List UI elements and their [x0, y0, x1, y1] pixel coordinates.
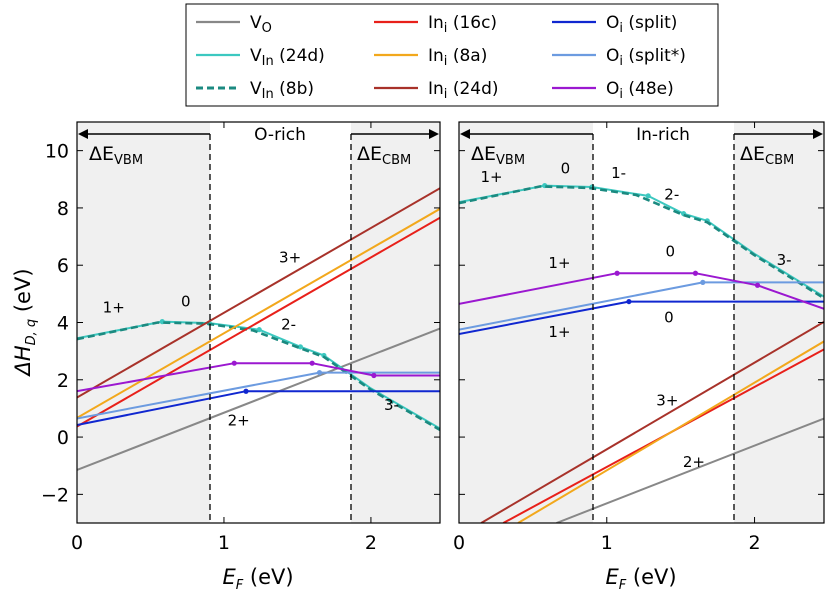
- vbm-label-right: ΔEVBM: [471, 143, 525, 168]
- panel-title-left: O-rich: [254, 125, 306, 145]
- charge-state-label-right: 2-: [664, 185, 679, 203]
- transition-marker-o-i-split-right: [700, 279, 706, 285]
- transition-marker-o-i-split-right: [626, 298, 632, 305]
- legend-entry-in-i-8a: Ini (8a): [374, 46, 487, 69]
- series-in-i-8a-left: [77, 207, 440, 419]
- cbm-shade-right: [734, 122, 824, 523]
- legend-label: Oi (48e): [606, 79, 674, 102]
- legend-label: VO: [250, 13, 272, 36]
- charge-state-label-right: 2+: [683, 453, 705, 471]
- x-axis-label-right: EF (eV): [605, 565, 676, 593]
- y-tick-label: −2: [41, 484, 69, 506]
- legend-entry-o-i-split: Oi (split): [552, 13, 677, 36]
- legend-entry-v-in-24d: VIn (24d): [196, 46, 325, 69]
- legend-label: VIn (8b): [250, 79, 314, 102]
- series-in-i-8a-right: [517, 340, 824, 523]
- charge-state-label-left: 1+: [103, 298, 125, 316]
- charge-state-label-right: 1+: [548, 254, 570, 272]
- charge-state-label-right: 0: [666, 243, 676, 261]
- y-tick-label: 10: [45, 141, 69, 163]
- legend-frame: [185, 3, 719, 107]
- legend-label: Oi (split): [606, 13, 677, 36]
- charge-state-label-left: 3-: [384, 396, 399, 414]
- series-in-i-24d-left: [77, 187, 440, 399]
- x-tick-label-right: 2: [748, 532, 760, 554]
- transition-marker-o-i-48e-right: [692, 270, 699, 276]
- charge-state-label-right: 3+: [656, 392, 678, 410]
- charge-state-label-right: 1-: [611, 164, 626, 182]
- transition-marker-o-i-48e-right: [614, 270, 620, 276]
- x-tick-label-right: 1: [601, 532, 613, 554]
- transition-marker-o-i-48e-left: [231, 360, 237, 366]
- y-tick-label: 6: [57, 255, 69, 277]
- y-tick-label: 0: [57, 427, 69, 449]
- charge-state-label-left: 2-: [281, 316, 296, 334]
- series-v-in-8b-dashed-right: [459, 185, 824, 300]
- legend-entry-v-o: VO: [196, 13, 272, 36]
- charge-state-label-right: 1+: [548, 323, 570, 341]
- transition-marker-o-i-48e-right: [754, 282, 761, 288]
- legend-entry-o-i-split: Oi (split*): [552, 46, 686, 69]
- charge-state-label-right: 0: [561, 160, 571, 178]
- legend-entry-in-i-24d: Ini (24d): [374, 79, 499, 102]
- x-tick-label-right: 0: [453, 532, 465, 554]
- legend-label: Oi (split*): [606, 46, 686, 69]
- panel-in-rich: ΔEVBM ΔECBM In-rich 1+ 0 1-2-3-1+01+03+2+ …: [453, 121, 825, 554]
- legend-label: Ini (24d): [428, 79, 499, 102]
- transition-marker-v-in-24d-right: [645, 193, 651, 199]
- series-v-o-right: [556, 417, 824, 523]
- y-tick-label: 8: [57, 198, 69, 220]
- vbm-arrowhead-right: [460, 129, 470, 139]
- x-tick-label-left: 0: [71, 532, 83, 554]
- x-tick-label-left: 1: [218, 532, 230, 554]
- legend-label: Ini (16c): [428, 13, 497, 36]
- cbm-label-left: ΔECBM: [357, 143, 411, 168]
- legend-label: VIn (24d): [250, 46, 325, 69]
- transition-marker-o-i-48e-left: [371, 372, 377, 379]
- charge-state-label-left: 0: [181, 293, 191, 311]
- charge-state-label-left: 3+: [279, 248, 301, 266]
- cbm-shade-left: [351, 122, 440, 523]
- transition-marker-o-i-split-left: [243, 388, 249, 394]
- y-tick-label: 4: [57, 313, 69, 335]
- transition-marker-v-in-24d-left: [297, 344, 303, 350]
- cbm-arrowhead-left: [429, 129, 439, 139]
- series-v-in-8b-dashed-left: [77, 321, 440, 432]
- legend-entry-in-i-16c: Ini (16c): [374, 13, 497, 36]
- y-axis-label: ΔHD, q (eV): [11, 268, 39, 377]
- panel-o-rich: ΔEVBM ΔECBM O-rich 1+ 0 2- 3- 3+ 2+ 0 1 2 −2 0 2 4 6…: [41, 121, 441, 554]
- vbm-label-left: ΔEVBM: [89, 143, 143, 168]
- legend: VO VIn (24d) VIn (8b) Ini (16c) Ini (8a) Ini …: [185, 3, 719, 107]
- series-in-i-24d-right: [480, 321, 824, 523]
- charge-state-label-right: 1+: [480, 168, 502, 186]
- series-in-i-16c-left: [77, 216, 440, 428]
- transition-marker-v-in-24d-left: [256, 327, 262, 333]
- legend-entry-o-i-48e: Oi (48e): [552, 79, 674, 102]
- charge-state-label-right: 3-: [777, 251, 792, 269]
- charge-state-label-right: 0: [664, 309, 674, 327]
- vbm-arrowhead-left: [78, 129, 88, 139]
- legend-label: Ini (8a): [428, 46, 487, 69]
- panel-title-right: In-rich: [636, 125, 690, 145]
- vbm-shade-right: [459, 122, 593, 523]
- transition-marker-o-i-split-left: [316, 370, 323, 376]
- series-v-o-left: [77, 327, 440, 471]
- x-axis-label-left: EF (eV): [222, 565, 293, 593]
- transition-marker-o-i-48e-left: [309, 360, 315, 366]
- charge-state-label-left: 2+: [228, 412, 250, 430]
- cbm-label-right: ΔECBM: [740, 143, 794, 168]
- legend-entry-v-in-8b: VIn (8b): [196, 79, 314, 102]
- x-tick-label-left: 2: [365, 532, 377, 554]
- y-tick-label: 2: [57, 370, 69, 392]
- cbm-arrowhead-right: [813, 129, 823, 139]
